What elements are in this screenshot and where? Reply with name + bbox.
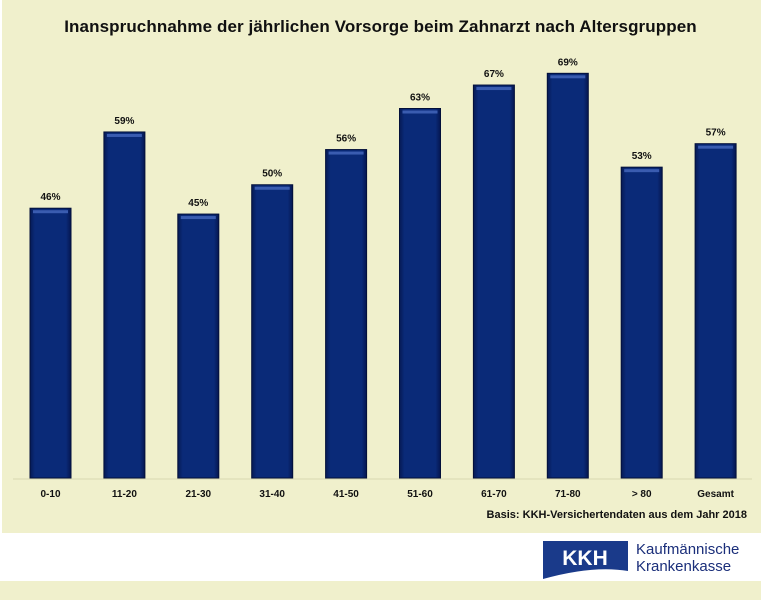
x-tick-label: 11-20 [112,489,137,500]
bar-highlight [550,75,586,79]
x-tick-label: Gesamt [697,489,734,500]
x-tick-label: 0-10 [40,489,60,500]
source-note: Basis: KKH-Versichertendaten aus dem Jah… [486,509,747,521]
x-tick-label: 21-30 [186,489,212,500]
data-label: 46% [40,192,60,203]
kkh-logo-mark: KKH [543,541,628,579]
bar-21-30 [177,213,220,479]
data-label: 59% [114,116,134,127]
data-label: 69% [558,57,578,68]
data-label: 45% [188,198,208,209]
x-tick-label: 31-40 [259,489,285,500]
kkh-logo-text: Kaufmännische Krankenkasse [636,541,739,575]
bar-highlight [624,169,660,173]
bar-highlight [402,110,438,114]
bar-61-70 [472,84,515,479]
data-label: 63% [410,93,430,104]
bar-> 80 [620,166,663,479]
bar-Gesamt [694,143,737,479]
data-label: 53% [632,151,652,162]
logo-line-2: Krankenkasse [636,558,732,575]
kkh-logo-letters: KKH [562,547,608,570]
bar-51-60 [399,108,441,479]
bar-highlight [254,186,290,190]
bar-highlight [698,145,734,149]
data-label: 67% [484,69,504,80]
bar-41-50 [325,149,368,479]
bar-71-80 [546,72,589,479]
x-tick-label: 71-80 [555,489,581,500]
x-tick-label: 41-50 [333,489,359,500]
bar-highlight [476,87,512,91]
footer-band [0,581,761,600]
bar-chart: 46% 0-10 59% 11-20 45% 21-30 50% 31-40 56% 41-50 6… [13,57,752,500]
data-label: 56% [336,134,356,145]
bar-highlight [328,151,364,155]
bar-11-20 [103,131,146,479]
bar-0-10 [29,207,72,479]
x-tick-label: 51-60 [407,489,433,500]
bar-highlight [180,216,216,220]
x-tick-label: 61-70 [481,489,507,500]
data-label: 50% [262,169,282,180]
bar-31-40 [251,184,294,479]
data-label: 57% [706,128,726,139]
bar-highlight [106,133,142,137]
x-tick-label: > 80 [632,489,652,500]
chart-title: Inanspruchnahme der jährlichen Vorsorge … [64,17,697,36]
bar-highlight [33,210,68,214]
logo-line-1: Kaufmännische [636,541,740,558]
